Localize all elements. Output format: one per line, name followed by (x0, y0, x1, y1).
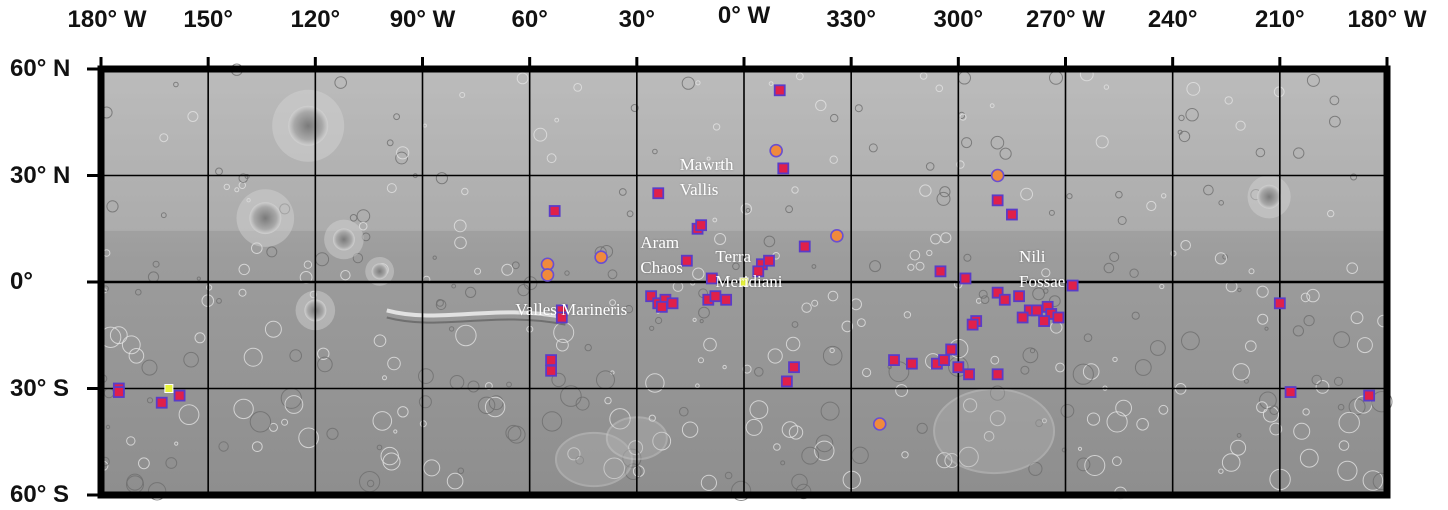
marker-layer (112, 84, 1376, 431)
lon-label: 240° (1147, 6, 1198, 33)
square-marker (1006, 208, 1018, 221)
square-marker (998, 293, 1011, 306)
circle-marker (830, 229, 844, 243)
square-marker (720, 293, 733, 306)
square-marker (963, 368, 975, 381)
square-marker (652, 187, 665, 200)
square-marker (966, 318, 979, 331)
square-marker (991, 368, 1004, 381)
square-marker (1038, 315, 1050, 327)
square-marker (1052, 311, 1065, 324)
square-marker (1273, 297, 1286, 310)
square-marker (655, 300, 668, 313)
lat-label: 30° S (10, 374, 69, 402)
square-marker (1363, 389, 1376, 402)
square-marker (1016, 311, 1029, 324)
place-label: Fossae (1019, 272, 1066, 291)
square-marker (545, 364, 557, 377)
square-marker (1031, 304, 1043, 317)
square-marker (798, 240, 811, 253)
square-marker (952, 361, 965, 374)
place-label: Nili (1019, 247, 1046, 267)
square-marker (1013, 290, 1025, 303)
square-marker (555, 311, 568, 324)
square-marker (695, 219, 708, 232)
square-marker (777, 162, 790, 175)
lon-label: 180° W (67, 6, 147, 33)
square-marker (773, 84, 786, 97)
square-marker (155, 396, 168, 409)
lat-label: 60° S (10, 481, 69, 508)
square-marker (705, 272, 718, 285)
lat-label: 0° (10, 268, 33, 295)
lon-label: 30° (618, 6, 655, 33)
place-label: Vallis (679, 179, 719, 199)
square-marker (763, 254, 775, 267)
circle-marker (594, 250, 608, 264)
square-marker (905, 357, 918, 370)
square-marker (938, 354, 950, 367)
lon-label: 210° (1255, 6, 1305, 33)
lon-label: 180° W (1347, 6, 1427, 33)
lon-label: 0° W (717, 2, 771, 29)
square-marker (173, 389, 186, 402)
square-marker (991, 286, 1004, 299)
square-marker (888, 354, 900, 367)
square-marker (545, 354, 557, 367)
square-marker (645, 290, 658, 303)
lon-label: 270° W (1026, 6, 1105, 33)
square-marker (1284, 386, 1297, 398)
lon-label: 300° (933, 6, 984, 33)
square-marker (752, 265, 765, 278)
square-marker (934, 265, 947, 278)
axis-ticks (87, 57, 1389, 497)
lon-label: 120° (290, 6, 341, 33)
lat-label: 60° N (10, 55, 71, 82)
circle-marker (540, 268, 555, 282)
square-marker (1066, 279, 1079, 292)
lat-lon-grid (101, 69, 1387, 495)
place-label: Chaos (640, 257, 683, 277)
place-label: Meridiani (715, 272, 783, 291)
square-marker (945, 343, 958, 356)
square-marker (959, 272, 972, 285)
circle-marker (769, 143, 783, 158)
square-marker (548, 205, 561, 217)
square-marker (680, 254, 693, 267)
square-marker (709, 290, 722, 303)
square-marker (112, 386, 125, 398)
circle-marker (990, 168, 1005, 183)
lon-label: 150° (183, 6, 233, 33)
place-label: Terra (715, 247, 752, 267)
square-marker (788, 361, 800, 374)
place-label: Valles Marineris (515, 300, 628, 320)
lon-label: 60° (511, 6, 548, 33)
square-marker (780, 375, 793, 388)
highlight-marker (164, 384, 174, 393)
place-label: Aram (640, 232, 680, 252)
square-marker (991, 194, 1004, 207)
square-marker (666, 297, 679, 310)
highlight-marker (739, 277, 749, 287)
place-label: Mawrth (679, 154, 734, 174)
lat-label: 30° N (10, 161, 71, 189)
lon-label: 90° W (389, 6, 456, 33)
lon-label: 330° (826, 6, 876, 33)
circle-marker (872, 417, 887, 431)
